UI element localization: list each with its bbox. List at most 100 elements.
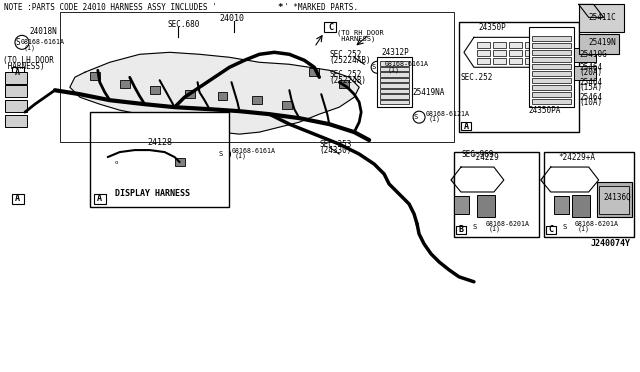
Text: HARNESS): HARNESS) — [3, 62, 45, 71]
Bar — [150, 86, 159, 94]
Text: 08168-6161A: 08168-6161A — [384, 61, 428, 67]
Text: B: B — [459, 225, 464, 234]
Bar — [493, 42, 506, 48]
Text: S: S — [413, 114, 417, 120]
Bar — [184, 90, 195, 98]
Text: SEC.969: SEC.969 — [462, 150, 494, 158]
Text: (1): (1) — [489, 226, 501, 232]
Bar — [525, 58, 538, 64]
Text: (1): (1) — [24, 44, 36, 51]
Text: SEC.680: SEC.680 — [168, 20, 200, 29]
Text: S: S — [16, 38, 20, 47]
Bar — [90, 112, 230, 207]
Text: NOTE :PARTS CODE 24010 HARNESS ASSY INCLUDES ': NOTE :PARTS CODE 24010 HARNESS ASSY INCL… — [4, 3, 217, 12]
Bar — [380, 89, 409, 93]
Text: S: S — [371, 64, 376, 70]
Bar — [493, 58, 506, 64]
Text: (TO RH DOOR: (TO RH DOOR — [337, 29, 384, 36]
Text: (15A): (15A) — [580, 83, 603, 92]
Polygon shape — [464, 37, 559, 67]
Bar — [120, 80, 130, 88]
Text: 25464: 25464 — [580, 93, 603, 102]
Text: S: S — [563, 224, 567, 230]
Bar — [532, 78, 571, 83]
Text: (1): (1) — [578, 226, 589, 232]
Text: 24018N: 24018N — [30, 27, 58, 36]
Bar — [380, 61, 409, 66]
Text: (1): (1) — [234, 153, 246, 159]
Bar — [532, 92, 571, 97]
Text: A: A — [15, 68, 20, 77]
Text: 25419NA: 25419NA — [412, 88, 444, 97]
Bar — [579, 34, 619, 54]
Bar — [529, 28, 573, 107]
Text: 08168-6121A: 08168-6121A — [426, 111, 470, 117]
Bar — [532, 85, 571, 90]
Text: 25464: 25464 — [580, 63, 603, 72]
Text: HARNESS): HARNESS) — [337, 35, 376, 42]
Bar — [12, 194, 24, 204]
Polygon shape — [451, 167, 504, 192]
Text: 25419N: 25419N — [589, 38, 616, 47]
Bar — [509, 42, 522, 48]
Bar — [532, 71, 571, 76]
Bar — [532, 36, 571, 41]
Bar — [454, 196, 469, 214]
Bar — [573, 66, 596, 80]
Bar — [60, 12, 454, 142]
Bar — [380, 67, 409, 71]
Text: SEC.252: SEC.252 — [329, 70, 362, 79]
Text: A: A — [15, 195, 20, 203]
Bar — [532, 43, 571, 48]
Text: 08168-6201A: 08168-6201A — [575, 221, 619, 227]
Bar — [5, 100, 27, 112]
Bar — [12, 67, 24, 77]
Bar — [598, 186, 628, 214]
Text: S: S — [473, 224, 477, 230]
Bar — [493, 50, 506, 56]
Text: C: C — [548, 225, 554, 234]
Text: *24229+A: *24229+A — [559, 153, 596, 161]
Bar — [525, 50, 538, 56]
Text: 24350P: 24350P — [479, 23, 507, 32]
Text: 25410G: 25410G — [580, 50, 607, 59]
Text: 25464: 25464 — [580, 78, 603, 87]
Bar — [573, 48, 596, 62]
Text: (1): (1) — [429, 116, 441, 122]
Bar — [90, 72, 100, 80]
Bar — [525, 42, 538, 48]
Bar — [532, 57, 571, 62]
Bar — [532, 50, 571, 55]
Text: 24136Q: 24136Q — [604, 192, 632, 202]
Text: 24128: 24128 — [148, 138, 173, 147]
Bar — [339, 80, 349, 88]
Text: 25411C: 25411C — [589, 13, 616, 22]
Text: *24229: *24229 — [471, 153, 499, 161]
Bar — [532, 99, 571, 104]
Bar — [532, 64, 571, 69]
Bar — [477, 50, 490, 56]
Bar — [509, 50, 522, 56]
Bar — [456, 226, 466, 234]
Text: J240074Y: J240074Y — [591, 239, 630, 248]
Text: o: o — [115, 160, 118, 164]
Text: DISPLAY HARNESS: DISPLAY HARNESS — [115, 189, 189, 199]
Bar — [94, 194, 106, 204]
Text: (10A): (10A) — [580, 98, 603, 107]
Bar — [477, 58, 490, 64]
Bar — [454, 152, 539, 237]
Bar — [324, 22, 336, 32]
Bar — [461, 122, 471, 130]
Text: SEC.253: SEC.253 — [319, 140, 351, 148]
Bar — [5, 85, 27, 97]
Text: A: A — [97, 195, 102, 203]
Bar — [546, 226, 556, 234]
Bar — [309, 68, 319, 76]
Text: *: * — [277, 3, 283, 12]
Bar — [380, 78, 409, 82]
Text: 08168-6161A: 08168-6161A — [21, 39, 65, 45]
Text: 08168-6201A: 08168-6201A — [486, 221, 530, 227]
Bar — [579, 4, 623, 32]
Text: (1): (1) — [387, 66, 399, 73]
Text: (24330): (24330) — [319, 145, 351, 155]
